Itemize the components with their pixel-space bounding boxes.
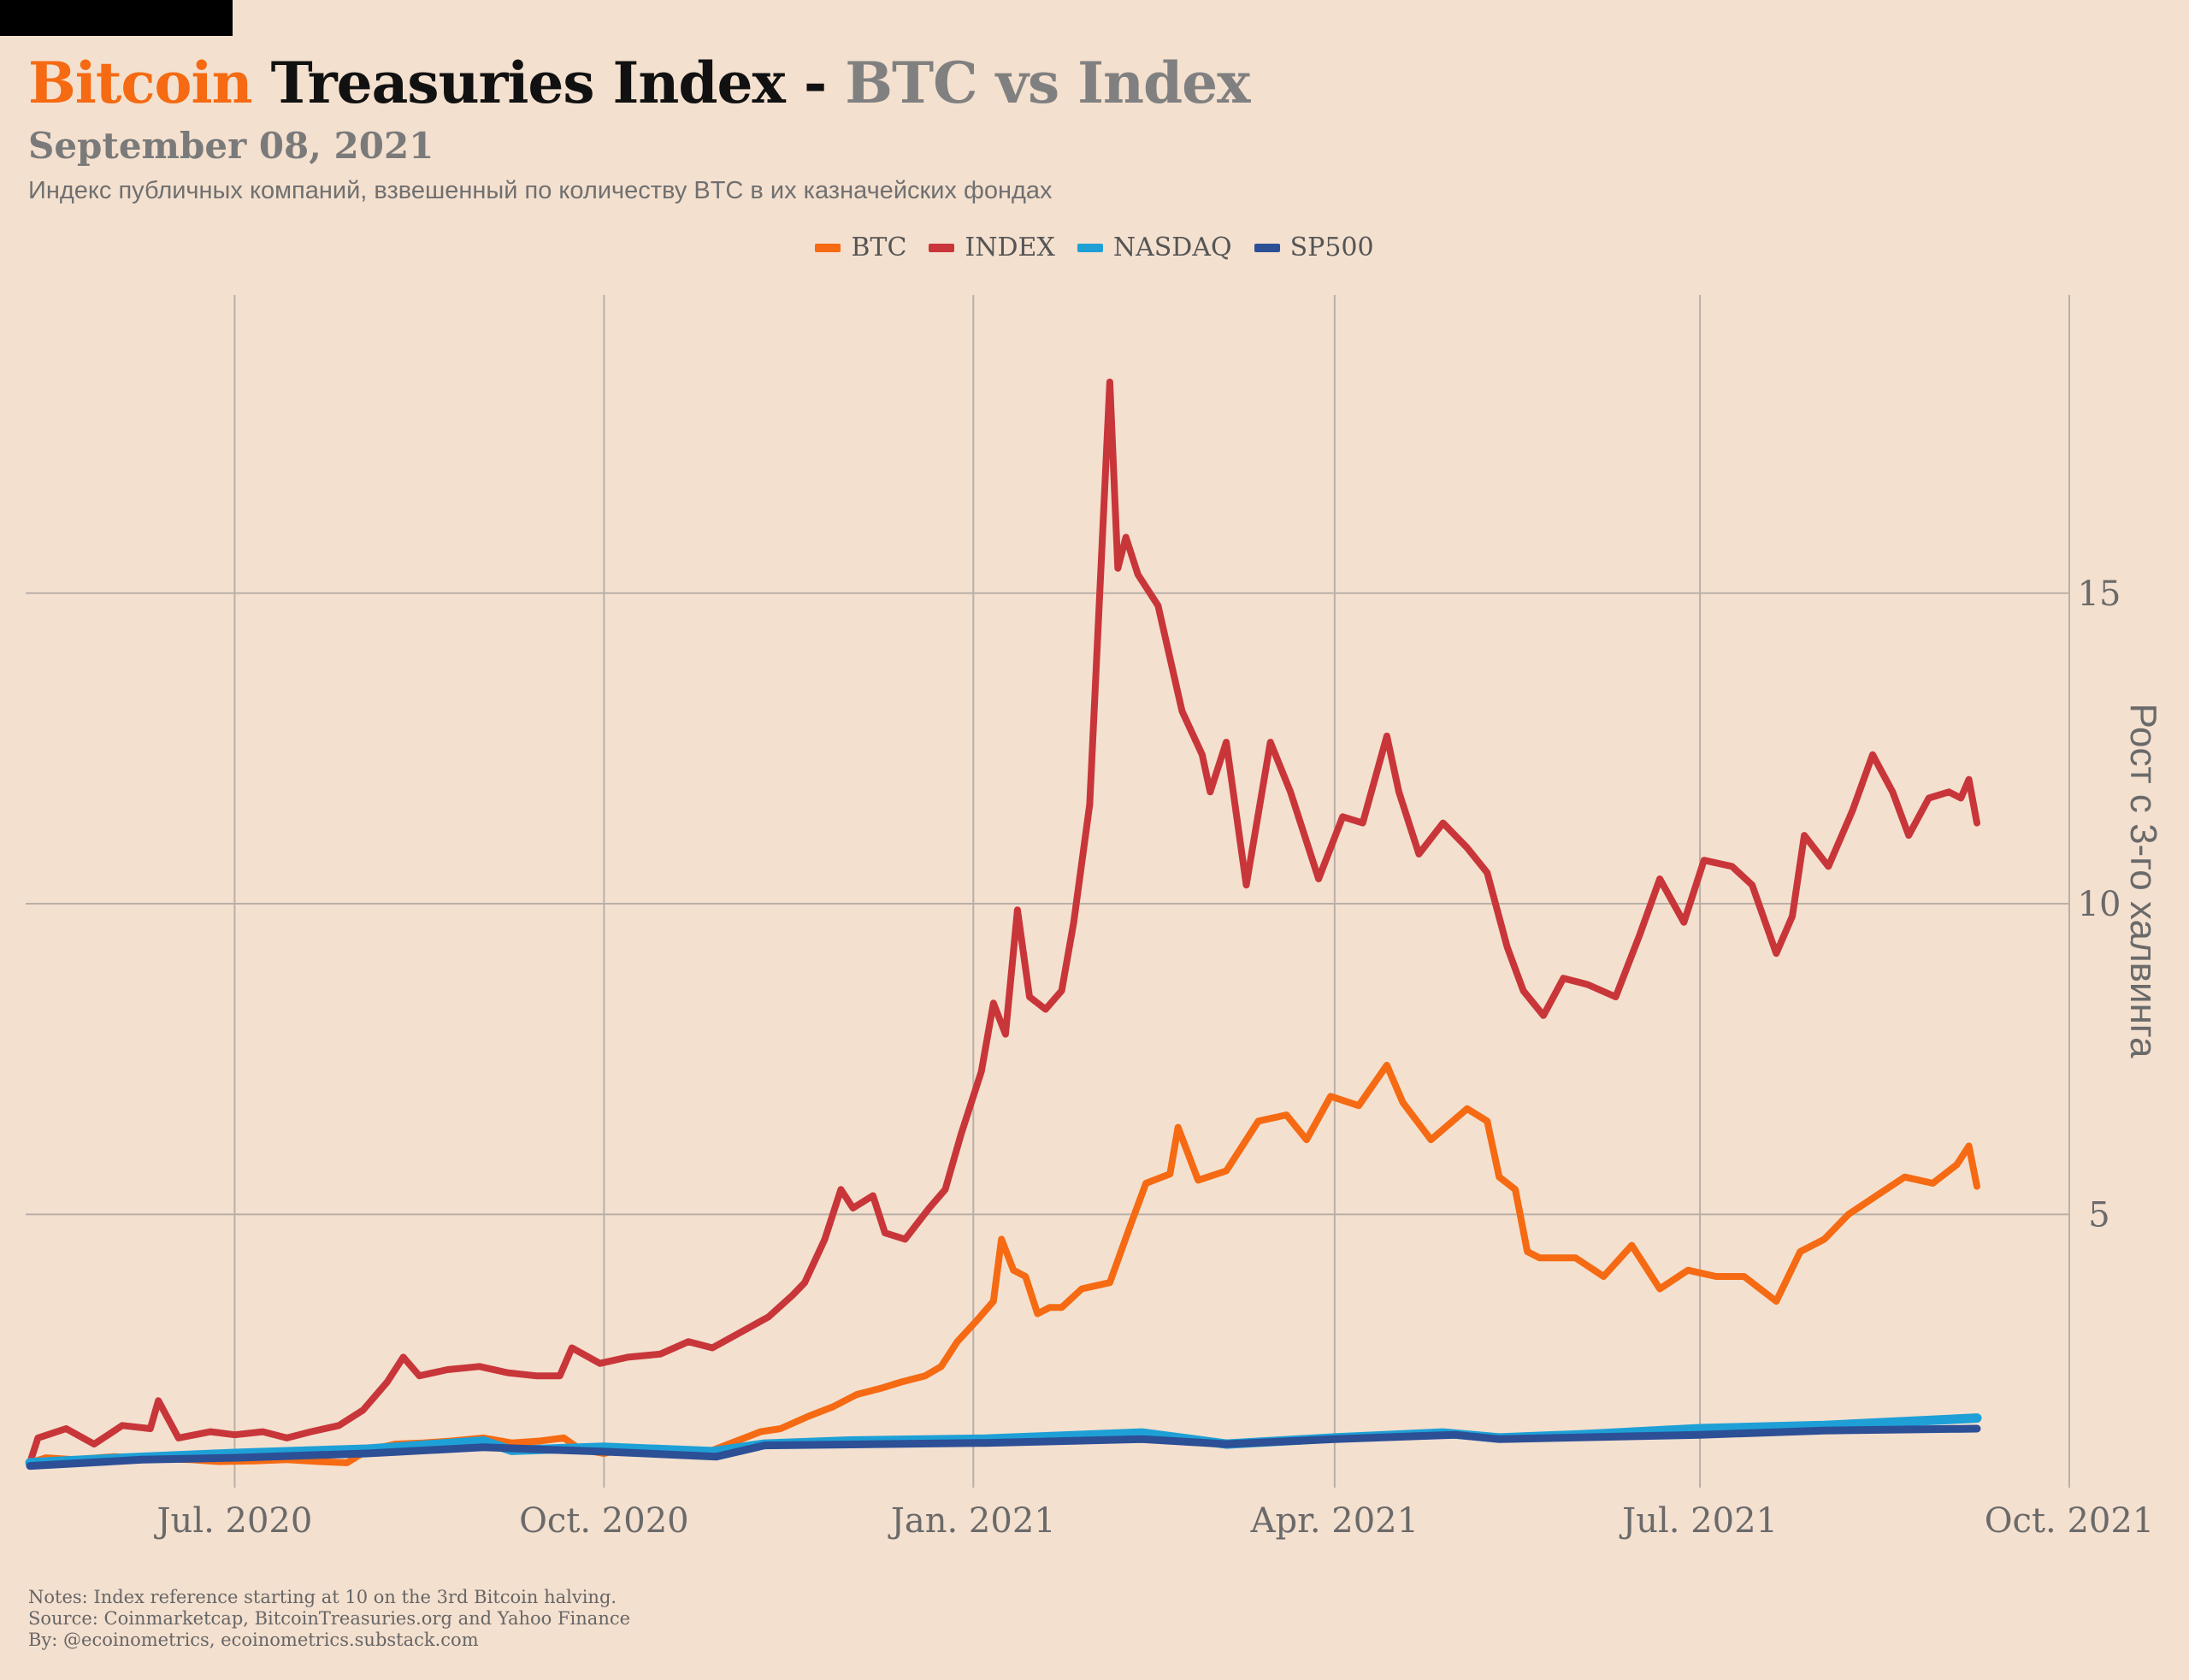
x-tick-label: Oct. 2020	[519, 1501, 689, 1541]
footer-byline: By: @ecoinometrics, ecoinometrics.substa…	[28, 1630, 479, 1650]
footer-notes: Notes: Index reference starting at 10 on…	[28, 1587, 617, 1607]
x-tick-label: Apr. 2021	[1250, 1501, 1419, 1541]
legend-item-btc: BTC	[815, 233, 906, 262]
title-bitcoin: Bitcoin	[28, 50, 253, 116]
chart-legend: BTC INDEX NASDAQ SP500	[0, 233, 2189, 262]
footer-source: Source: Coinmarketcap, BitcoinTreasuries…	[28, 1608, 631, 1629]
series-line-index	[27, 378, 1980, 1466]
top-black-bar	[0, 0, 233, 36]
chart-title: Bitcoin Treasuries Index - BTC vs Index	[28, 50, 1251, 116]
legend-swatch	[1077, 243, 1103, 252]
series-line-btc	[27, 1061, 1980, 1466]
y-tick-label: 15	[2078, 575, 2121, 614]
y-tick-label: 5	[2088, 1195, 2109, 1235]
x-tick-label: Oct. 2021	[1985, 1501, 2155, 1541]
x-tick-label: Jan. 2021	[888, 1501, 1056, 1541]
legend-item-nasdaq: NASDAQ	[1077, 233, 1232, 262]
title-btc-vs-index: BTC vs Index	[845, 50, 1250, 116]
legend-item-index: INDEX	[929, 233, 1055, 262]
x-tick-label: Jul. 2021	[1619, 1501, 1778, 1541]
legend-label: BTC	[851, 233, 907, 262]
legend-swatch	[1254, 243, 1280, 252]
chart-footer: Notes: Index reference starting at 10 on…	[28, 1587, 630, 1651]
series-line-sp500	[26, 1424, 1981, 1471]
legend-label: NASDAQ	[1112, 233, 1232, 262]
legend-swatch	[815, 243, 841, 252]
legend-swatch	[929, 243, 955, 252]
legend-item-sp500: SP500	[1254, 233, 1374, 262]
chart-date: September 08, 2021	[28, 125, 434, 167]
legend-label: INDEX	[965, 233, 1055, 262]
chart-subtitle: Индекс публичных компаний, взвешенный по…	[28, 177, 1053, 204]
title-treasuries-index: Treasuries Index -	[270, 50, 828, 116]
x-tick-label: Jul. 2020	[154, 1501, 313, 1541]
legend-label: SP500	[1289, 233, 1374, 262]
y-tick-label: 10	[2078, 885, 2121, 924]
y-axis-title: Рост с 3-го халвинга	[2122, 704, 2164, 1058]
